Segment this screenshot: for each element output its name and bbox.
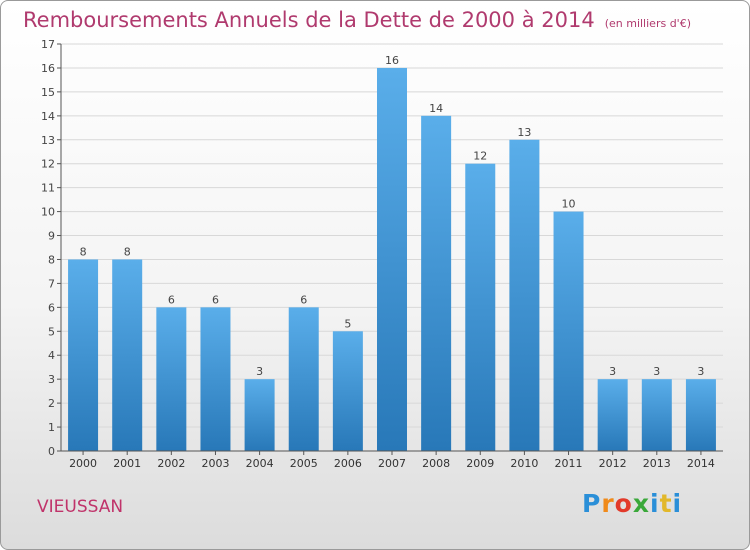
bar — [68, 259, 99, 451]
bar — [288, 307, 319, 451]
data-label: 6 — [300, 293, 307, 306]
y-tick-label: 10 — [41, 206, 55, 219]
bar — [553, 211, 584, 451]
logo-letter: r — [601, 489, 615, 518]
y-tick-label: 4 — [48, 349, 55, 362]
commune-name: VIEUSSAN — [37, 497, 124, 517]
y-tick-label: 6 — [48, 301, 55, 314]
bar — [156, 307, 187, 451]
x-tick-label: 2001 — [113, 457, 141, 470]
x-tick-label: 2005 — [290, 457, 318, 470]
logo-letter: P — [582, 489, 602, 518]
logo-letter: x — [632, 489, 650, 518]
y-tick-label: 17 — [41, 38, 55, 51]
y-tick-label: 11 — [41, 182, 55, 195]
data-label: 8 — [124, 245, 131, 258]
bar — [244, 379, 275, 451]
y-tick-label: 1 — [48, 421, 55, 434]
data-label: 6 — [212, 293, 219, 306]
logo-letter: i — [672, 489, 683, 518]
x-tick-label: 2006 — [334, 457, 362, 470]
x-tick-label: 2009 — [466, 457, 494, 470]
x-tick-label: 2014 — [687, 457, 715, 470]
data-label: 10 — [562, 198, 576, 211]
data-label: 14 — [429, 102, 443, 115]
x-tick-label: 2003 — [201, 457, 229, 470]
y-tick-label: 12 — [41, 158, 55, 171]
bar — [112, 259, 143, 451]
x-tick-label: 2002 — [157, 457, 185, 470]
y-tick-label: 14 — [41, 110, 55, 123]
chart-title-text: Remboursements Annuels de la Dette de 20… — [23, 8, 595, 32]
data-label: 3 — [256, 365, 263, 378]
x-tick-label: 2011 — [555, 457, 583, 470]
chart-title: Remboursements Annuels de la Dette de 20… — [23, 8, 691, 32]
bars: 8 8 6 6 3 6 5 16 14 12 13 10 3 3 3 — [68, 54, 716, 452]
data-label: 12 — [473, 150, 487, 163]
x-tick-label: 2013 — [643, 457, 671, 470]
x-tick-label: 2004 — [246, 457, 274, 470]
data-label: 3 — [697, 365, 704, 378]
bar — [465, 163, 496, 452]
bar — [685, 379, 716, 451]
data-label: 6 — [168, 293, 175, 306]
data-label: 5 — [344, 317, 351, 330]
x-tick-label: 2007 — [378, 457, 406, 470]
bar — [332, 331, 363, 451]
logo-letter: t — [659, 489, 673, 518]
data-label: 16 — [385, 54, 399, 67]
bar — [421, 115, 452, 451]
y-tick-label: 9 — [48, 230, 55, 243]
bar — [597, 379, 628, 451]
data-label: 8 — [80, 245, 87, 258]
x-tick-label: 2008 — [422, 457, 450, 470]
y-tick-label: 13 — [41, 134, 55, 147]
y-tick-label: 16 — [41, 62, 55, 75]
data-label: 3 — [653, 365, 660, 378]
logo-letter: i — [650, 489, 660, 518]
y-tick-label: 5 — [48, 325, 55, 338]
data-label: 3 — [609, 365, 616, 378]
y-tick-label: 15 — [41, 86, 55, 99]
x-tick-label: 2010 — [510, 457, 538, 470]
bar — [509, 139, 540, 451]
bar — [641, 379, 672, 451]
y-tick-label: 3 — [48, 373, 55, 386]
logo-letter: o — [614, 489, 633, 518]
bar — [377, 67, 407, 452]
bar — [200, 307, 231, 451]
chart-unit: (en milliers d'€) — [604, 17, 691, 30]
x-tick-label: 2000 — [69, 457, 97, 470]
y-tick-label: 8 — [48, 253, 55, 266]
y-tick-label: 7 — [48, 277, 55, 290]
y-tick-label: 2 — [48, 397, 55, 410]
y-tick-label: 0 — [48, 445, 55, 458]
x-axis: 2000 2001 2002 2003 2004 2005 2006 2007 2008 2009… — [61, 450, 723, 470]
data-label: 13 — [517, 126, 531, 139]
x-tick-label: 2012 — [599, 457, 627, 470]
proxiti-logo: Proxiti — [582, 489, 682, 518]
